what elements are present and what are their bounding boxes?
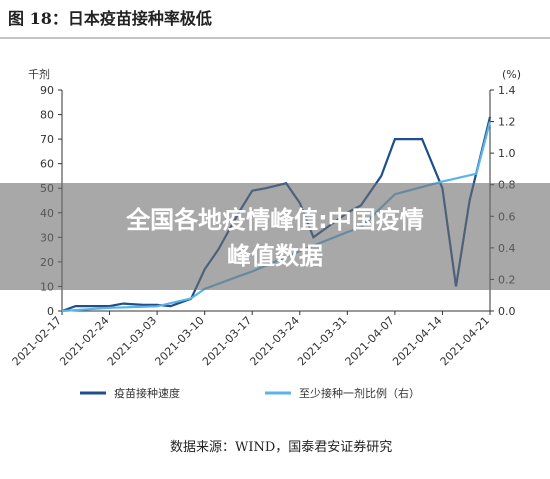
y-tick-label: 60 — [40, 158, 54, 171]
overlay-text: 峰值数据 — [227, 242, 323, 270]
legend-label: 疫苗接种速度 — [114, 386, 180, 400]
chart-title: 图 18：日本疫苗接种率极低 — [8, 9, 212, 28]
x-tick-label: 2021-02-17 — [10, 314, 64, 368]
overlay-band — [0, 183, 550, 290]
y-tick-label: 70 — [40, 133, 54, 146]
y-tick-label: 80 — [40, 109, 54, 122]
y2-tick-label: 1.2 — [498, 116, 516, 129]
x-tick-label: 2021-02-24 — [57, 314, 111, 368]
x-tick-label: 2021-03-10 — [152, 314, 206, 368]
y2-tick-label: 1.4 — [498, 84, 516, 97]
y-tick-label: 90 — [40, 84, 54, 97]
y-tick-label: 0 — [47, 305, 54, 318]
x-tick-label: 2021-03-17 — [200, 314, 254, 368]
y2-tick-label: 1.0 — [498, 147, 516, 160]
source: 数据来源：WIND，国泰君安证券研究 — [170, 439, 392, 455]
x-tick-label: 2021-03-31 — [295, 314, 349, 368]
legend-label: 至少接种一剂比例（右） — [299, 386, 420, 400]
x-tick-label: 2021-04-21 — [438, 314, 492, 368]
y-axis-label: 千剂 — [28, 67, 50, 81]
x-tick-label: 2021-04-14 — [390, 314, 444, 368]
overlay-text: 全国各地疫情峰值:中国疫情 — [125, 206, 424, 234]
x-tick-label: 2021-03-24 — [247, 314, 301, 368]
x-tick-label: 2021-04-07 — [343, 314, 397, 368]
x-tick-label: 2021-03-03 — [105, 314, 159, 368]
y2-tick-label: 0.0 — [498, 305, 516, 318]
y2-axis-label: (%) — [502, 68, 521, 81]
